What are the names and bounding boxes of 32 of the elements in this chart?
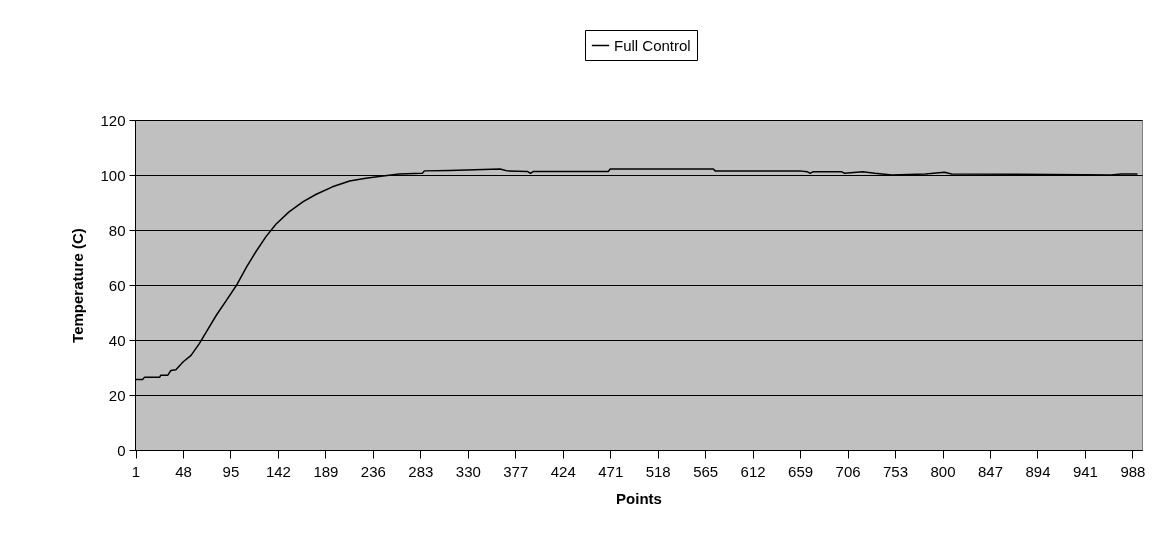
x-tick-label: 894 (1025, 462, 1051, 480)
x-tick-label: 471 (598, 462, 624, 480)
x-tick-label: 48 (175, 462, 192, 480)
x-tick-label: 377 (503, 462, 529, 480)
x-tick-label: 800 (930, 462, 956, 480)
x-tick-label: 95 (222, 462, 240, 480)
x-tick-label: 424 (550, 462, 576, 480)
x-tick-label: 236 (360, 462, 386, 480)
x-tick-label: 565 (693, 462, 719, 480)
y-axis-title: Temperature (C) (69, 228, 87, 343)
x-tick-label: 283 (408, 462, 434, 480)
x-tick-label: 518 (645, 462, 671, 480)
legend-label: Full Control (614, 36, 691, 54)
y-tick-label: 20 (108, 386, 126, 404)
y-tick-label: 40 (108, 331, 126, 349)
y-tick-label: 0 (117, 441, 126, 459)
y-tick-label: 120 (100, 111, 126, 129)
y-tick-label: 100 (100, 166, 126, 184)
x-tick-label: 847 (977, 462, 1004, 480)
x-tick-label: 988 (1120, 462, 1146, 480)
x-tick-label: 330 (455, 462, 481, 480)
x-tick-label: 142 (265, 462, 291, 480)
y-tick-label: 80 (108, 221, 126, 239)
x-tick-label: 941 (1072, 462, 1098, 480)
x-tick-label: 189 (313, 462, 339, 480)
y-tick-label: 60 (108, 276, 126, 294)
x-tick-label: 753 (883, 462, 909, 480)
x-tick-label: 659 (788, 462, 814, 480)
x-tick-label: 612 (740, 462, 766, 480)
x-tick-label: 706 (835, 462, 861, 480)
x-tick-label: 1 (131, 462, 141, 480)
x-axis-title: Points (616, 489, 662, 507)
